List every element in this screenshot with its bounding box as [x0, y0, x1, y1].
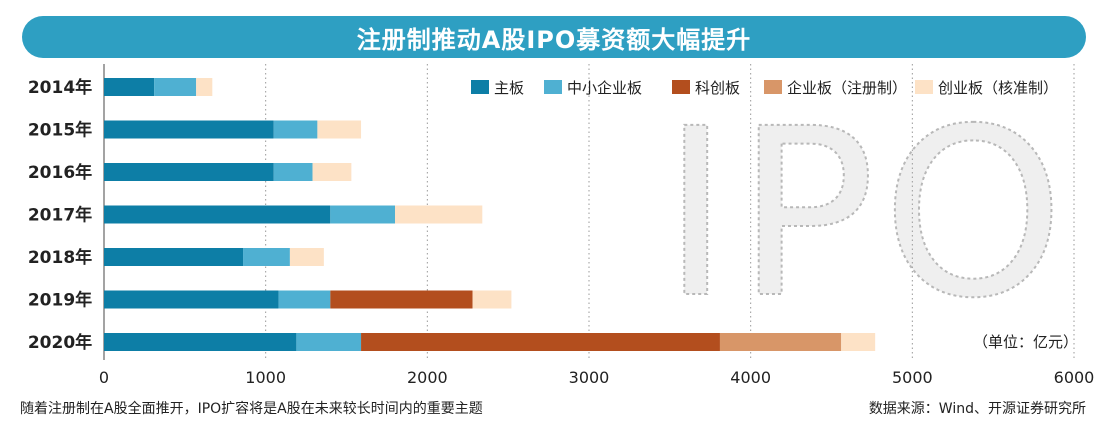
data-source: 数据来源：Wind、开源证券研究所 — [868, 401, 1086, 417]
legend-label: 主板 — [494, 79, 524, 97]
ipo-watermark: IPO — [661, 78, 1071, 350]
category-label: 2018年 — [28, 247, 92, 268]
bar-segment — [104, 163, 274, 181]
x-tick-label: 3000 — [569, 368, 610, 387]
legend-swatch — [915, 80, 933, 94]
x-tick-label: 6000 — [1054, 368, 1095, 387]
x-tick-labels: 0 1000 2000 3000 4000 5000 6000 — [99, 368, 1094, 387]
legend-label: 企业板（注册制） — [787, 79, 907, 97]
bar-segment — [472, 290, 512, 309]
legend: 主板 中小企业板 科创板 企业板（注册制） 创业板（核准制） — [471, 79, 1058, 97]
bar-segment — [289, 248, 324, 266]
category-label: 2016年 — [28, 162, 92, 183]
bar-segment — [312, 163, 352, 181]
category-label: 2014年 — [28, 77, 92, 98]
bar-segment — [243, 248, 290, 266]
legend-label: 创业板（核准制） — [938, 79, 1058, 97]
bar-segment — [104, 248, 244, 266]
bar-segment — [104, 290, 279, 309]
bars — [104, 78, 876, 351]
bar-segment — [273, 163, 313, 181]
legend-label: 科创板 — [695, 79, 740, 97]
x-tick-label: 4000 — [730, 368, 771, 387]
bar-segment — [104, 205, 331, 224]
bar-segment — [296, 333, 362, 351]
x-tick-label: 1000 — [245, 368, 286, 387]
title-banner: 注册制推动A股IPO募资额大幅提升 — [22, 16, 1086, 58]
legend-swatch — [471, 80, 489, 94]
bar-segment — [330, 205, 395, 224]
bar-segment — [278, 290, 331, 309]
bar-segment — [330, 290, 473, 309]
bar-segment — [104, 78, 155, 96]
category-label: 2019年 — [28, 290, 92, 311]
bar-segment — [104, 333, 297, 351]
bar-segment — [196, 78, 213, 96]
chart-title: 注册制推动A股IPO募资额大幅提升 — [356, 25, 752, 54]
bar-segment — [104, 120, 274, 139]
category-labels: 2014年 2015年 2016年 2017年 2018年 2019年 2020年 — [28, 77, 92, 353]
legend-swatch — [672, 80, 690, 94]
legend-swatch — [544, 80, 562, 94]
bar-segment — [317, 120, 362, 139]
bar-segment — [841, 333, 876, 351]
x-tick-label: 0 — [99, 368, 109, 387]
footnote: 随着注册制在A股全面推开，IPO扩容将是A股在未来较长时间内的重要主题 — [20, 401, 483, 417]
watermark-text: IPO — [662, 79, 1071, 349]
legend-label: 中小企业板 — [567, 79, 642, 97]
category-label: 2020年 — [28, 332, 92, 353]
bar-segment — [395, 205, 483, 224]
legend-swatch — [764, 80, 782, 94]
bar-segment — [361, 333, 720, 351]
unit-label: （单位：亿元） — [973, 333, 1078, 351]
bar-segment — [273, 120, 318, 139]
bar-segment — [719, 333, 842, 351]
x-tick-label: 2000 — [407, 368, 448, 387]
category-label: 2017年 — [28, 205, 92, 226]
x-tick-label: 5000 — [892, 368, 933, 387]
bar-segment — [154, 78, 197, 96]
category-label: 2015年 — [28, 120, 92, 141]
